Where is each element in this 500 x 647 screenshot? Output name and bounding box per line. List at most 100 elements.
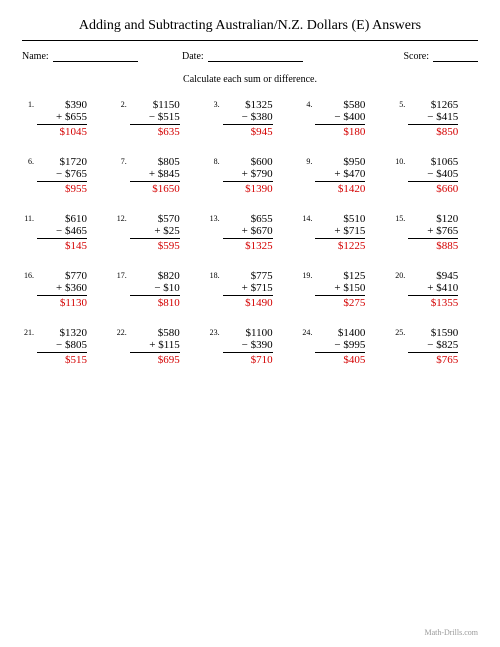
operand-b: $405: [436, 168, 458, 180]
operand-top: $390: [37, 99, 87, 111]
answer: $1490: [223, 296, 273, 309]
problem: 4.$580− $400$180: [300, 99, 385, 138]
operator: +: [427, 225, 433, 237]
problem-number: 14.: [300, 213, 315, 223]
operand-bottom: − $405: [408, 168, 458, 182]
operator: +: [154, 225, 160, 237]
answer: $635: [130, 125, 180, 138]
answer: $1650: [130, 182, 180, 195]
problem-number: 11.: [22, 213, 37, 223]
operand-bottom: − $765: [37, 168, 87, 182]
problem: 6.$1720− $765$955: [22, 156, 107, 195]
problem-number: 18.: [208, 270, 223, 280]
operand-top: $120: [408, 213, 458, 225]
score-line: [433, 52, 478, 62]
problem: 9.$950+ $470$1420: [300, 156, 385, 195]
problem-body: $945+ $410$1355: [408, 270, 458, 309]
problem-number: 13.: [208, 213, 223, 223]
problem-number: 17.: [115, 270, 130, 280]
date-field: Date:: [182, 51, 352, 62]
operator: −: [334, 339, 340, 351]
problem-body: $580− $400$180: [315, 99, 365, 138]
operand-bottom: − $400: [315, 111, 365, 125]
problem: 19.$125+ $150$275: [300, 270, 385, 309]
problem: 16.$770+ $360$1130: [22, 270, 107, 309]
problem-number: 22.: [115, 327, 130, 337]
operator: +: [149, 339, 155, 351]
operand-bottom: + $150: [315, 282, 365, 296]
date-label: Date:: [182, 51, 204, 62]
problem: 25.$1590− $825$765: [393, 327, 478, 366]
problem-number: 8.: [208, 156, 223, 166]
operand-b: $825: [436, 339, 458, 351]
problems-grid: 1.$390+ $655$10452.$1150− $515$6353.$132…: [22, 99, 478, 366]
problem-number: 5.: [393, 99, 408, 109]
operand-bottom: − $380: [223, 111, 273, 125]
operand-b: $670: [251, 225, 273, 237]
operand-top: $600: [223, 156, 273, 168]
operand-top: $1320: [37, 327, 87, 339]
operator: +: [56, 282, 62, 294]
operand-bottom: + $410: [408, 282, 458, 296]
operator: +: [334, 225, 340, 237]
answer: $515: [37, 353, 87, 366]
operand-top: $1150: [130, 99, 180, 111]
operand-b: $390: [251, 339, 273, 351]
problem: 7.$805+ $845$1650: [115, 156, 200, 195]
instruction-text: Calculate each sum or difference.: [22, 74, 478, 85]
problem-body: $1065− $405$660: [408, 156, 458, 195]
problem-body: $390+ $655$1045: [37, 99, 87, 138]
answer: $765: [408, 353, 458, 366]
operand-b: $360: [65, 282, 87, 294]
date-line: [208, 52, 303, 62]
operand-top: $1325: [223, 99, 273, 111]
problem-body: $1325− $380$945: [223, 99, 273, 138]
operand-b: $115: [158, 339, 180, 351]
operator: −: [242, 339, 248, 351]
operand-b: $465: [65, 225, 87, 237]
answer: $405: [315, 353, 365, 366]
answer: $885: [408, 239, 458, 252]
answer: $1390: [223, 182, 273, 195]
problem-number: 1.: [22, 99, 37, 109]
operand-bottom: + $765: [408, 225, 458, 239]
footer-text: Math-Drills.com: [424, 628, 478, 637]
operand-top: $805: [130, 156, 180, 168]
name-field: Name:: [22, 51, 182, 62]
problem: 23.$1100− $390$710: [208, 327, 293, 366]
operand-bottom: − $825: [408, 339, 458, 353]
answer: $180: [315, 125, 365, 138]
problem-body: $805+ $845$1650: [130, 156, 180, 195]
problem-number: 19.: [300, 270, 315, 280]
operand-bottom: − $515: [130, 111, 180, 125]
answer: $1355: [408, 296, 458, 309]
operand-b: $765: [436, 225, 458, 237]
operand-bottom: + $670: [223, 225, 273, 239]
problem-number: 10.: [393, 156, 408, 166]
problem: 14.$510+ $715$1225: [300, 213, 385, 252]
problem-body: $775+ $715$1490: [223, 270, 273, 309]
problem-body: $600+ $790$1390: [223, 156, 273, 195]
problem-body: $655+ $670$1325: [223, 213, 273, 252]
operator: −: [56, 339, 62, 351]
problem: 8.$600+ $790$1390: [208, 156, 293, 195]
operand-bottom: + $25: [130, 225, 180, 239]
operand-b: $470: [343, 168, 365, 180]
problem: 22.$580+ $115$695: [115, 327, 200, 366]
operand-top: $610: [37, 213, 87, 225]
problem-body: $1320− $805$515: [37, 327, 87, 366]
operand-bottom: − $390: [223, 339, 273, 353]
operand-b: $10: [163, 282, 180, 294]
problem: 13.$655+ $670$1325: [208, 213, 293, 252]
problem-number: 9.: [300, 156, 315, 166]
operator: −: [56, 225, 62, 237]
operand-top: $1590: [408, 327, 458, 339]
problem-number: 24.: [300, 327, 315, 337]
operand-top: $580: [315, 99, 365, 111]
answer: $1420: [315, 182, 365, 195]
operand-b: $415: [436, 111, 458, 123]
operand-bottom: + $470: [315, 168, 365, 182]
problem: 17.$820− $10$810: [115, 270, 200, 309]
problem: 2.$1150− $515$635: [115, 99, 200, 138]
operand-b: $380: [251, 111, 273, 123]
